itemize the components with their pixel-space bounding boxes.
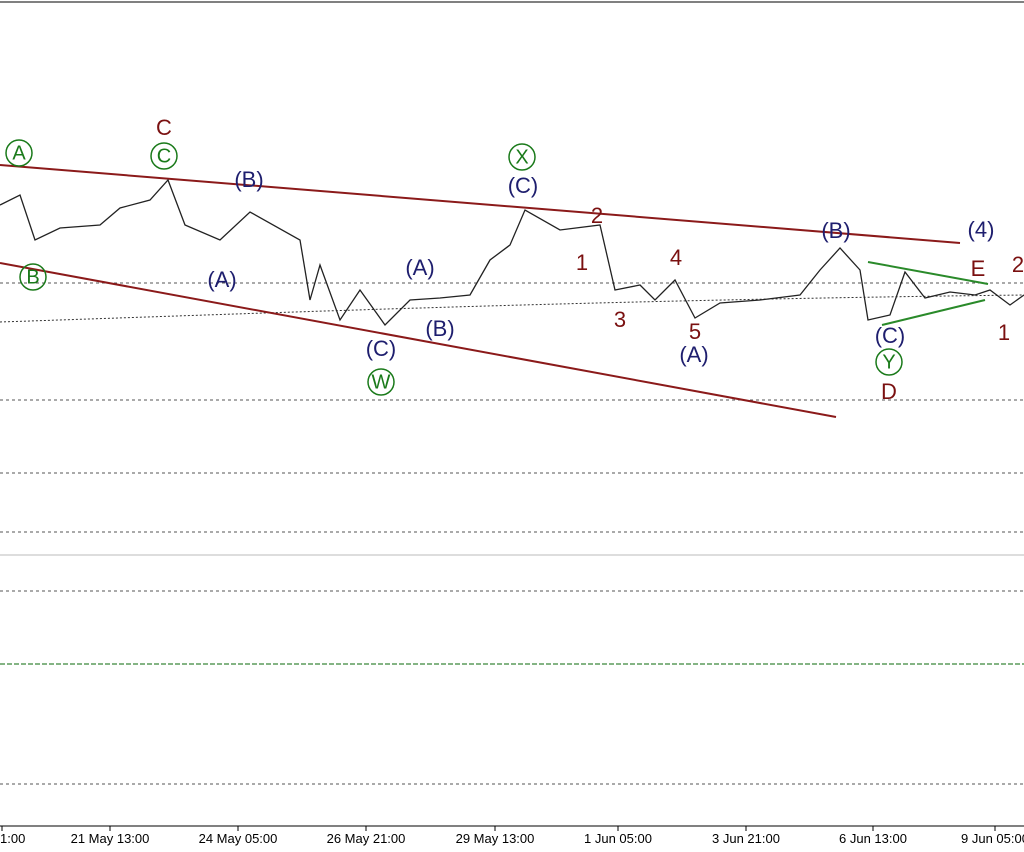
wave-label: (B) <box>425 316 454 341</box>
trend-upper <box>0 164 961 244</box>
wave-label: (A) <box>207 267 236 292</box>
wave-circle <box>508 143 536 171</box>
wave-label: A <box>12 142 26 164</box>
wave-label: B <box>26 266 39 288</box>
x-tick-label: 1 Jun 05:00 <box>584 831 652 846</box>
x-tick-label: 6 Jun 13:00 <box>839 831 907 846</box>
wave-circle <box>875 348 903 376</box>
wave-label: (A) <box>405 255 434 280</box>
wave-label: 2 <box>1012 252 1024 277</box>
wave-label: (B) <box>821 218 850 243</box>
wave-label: (A) <box>679 342 708 367</box>
x-tick-label: 29 May 13:00 <box>456 831 535 846</box>
wave-label: 5 <box>689 319 701 344</box>
triangle-upper <box>867 261 989 285</box>
price <box>0 178 1024 327</box>
x-tick-label: 9 Jun 05:00 <box>961 831 1024 846</box>
x-tick-label: 3 Jun 21:00 <box>712 831 780 846</box>
wave-label: (C) <box>366 336 397 361</box>
wave-label: (C) <box>875 323 906 348</box>
wave-label: E <box>971 256 986 281</box>
wave-circle <box>150 142 178 170</box>
wave-label: C <box>157 145 171 167</box>
wave-label: X <box>515 146 528 168</box>
wave-label: (C) <box>508 173 539 198</box>
trend-lower <box>0 262 837 418</box>
wave-circle <box>5 139 33 167</box>
wave-label: 3 <box>614 307 626 332</box>
wave-label: Y <box>882 351 895 373</box>
wave-circle <box>19 263 47 291</box>
wave-label: 1 <box>998 320 1010 345</box>
wave-label: (B) <box>234 167 263 192</box>
x-tick-label: 1:00 <box>0 831 25 846</box>
wave-label: (4) <box>968 217 995 242</box>
wave-label: W <box>372 371 391 393</box>
wave-label: C <box>156 115 172 140</box>
x-tick-label: 21 May 13:00 <box>71 831 150 846</box>
wave-circle <box>367 368 395 396</box>
moving-average <box>0 294 1024 323</box>
wave-label: D <box>881 379 897 404</box>
triangle-lower <box>881 299 986 326</box>
levels <box>0 282 1024 785</box>
x-tick-label: 26 May 21:00 <box>327 831 406 846</box>
wave-label: 1 <box>576 250 588 275</box>
wave-label: 4 <box>670 245 682 270</box>
x-tick-label: 24 May 05:00 <box>199 831 278 846</box>
x-axis-labels: 1:00 21 May 13:00 24 May 05:00 26 May 21:00… <box>0 826 1024 846</box>
wave-label: 2 <box>591 203 603 228</box>
